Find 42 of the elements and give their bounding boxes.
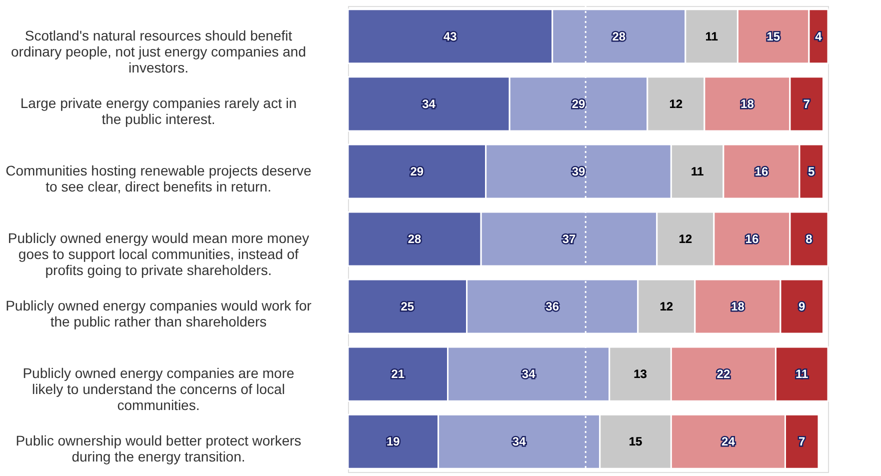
data-label: 19 bbox=[386, 434, 400, 449]
data-label: 28 bbox=[612, 29, 626, 44]
data-label: 25 bbox=[400, 300, 414, 314]
data-label: 16 bbox=[745, 232, 759, 246]
data-label: 16 bbox=[754, 164, 768, 178]
data-label: 5 bbox=[808, 164, 816, 178]
data-label: 36 bbox=[546, 300, 560, 314]
data-label: 11 bbox=[796, 367, 809, 382]
data-label: 18 bbox=[740, 96, 754, 111]
data-label: 29 bbox=[572, 96, 586, 111]
data-label: 12 bbox=[678, 232, 692, 246]
data-label: 4 bbox=[815, 29, 822, 44]
data-label: 24 bbox=[722, 434, 736, 449]
y-tick-label: Publicly owned energy companies are more likely to understand the concerns of local communities. bbox=[22, 365, 294, 414]
data-label: 34 bbox=[522, 367, 536, 382]
data-label: 8 bbox=[806, 232, 813, 246]
y-tick-label: Scotland's natural resources should benefit ordinary people, not just energy companies and investors. bbox=[11, 27, 306, 76]
data-label: 12 bbox=[669, 96, 683, 111]
data-label: 7 bbox=[798, 434, 806, 449]
data-label: 18 bbox=[731, 300, 745, 314]
data-label: 12 bbox=[660, 300, 674, 314]
data-label: 43 bbox=[444, 29, 458, 44]
y-tick-label: Publicly owned energy companies would work for the public rather than shareholders bbox=[6, 298, 312, 330]
data-label: 9 bbox=[798, 300, 806, 314]
data-label: 28 bbox=[408, 232, 422, 246]
y-tick-label: Communities hosting renewable projects deserve to see clear, direct benefits in return. bbox=[6, 162, 312, 194]
y-tick-label: Large private energy companies rarely act in the public interest. bbox=[20, 94, 297, 127]
data-label: 11 bbox=[705, 29, 718, 44]
data-label: 13 bbox=[634, 367, 648, 382]
data-label: 11 bbox=[690, 164, 704, 178]
data-label: 34 bbox=[512, 434, 526, 449]
data-label: 37 bbox=[562, 232, 576, 246]
data-label: 21 bbox=[391, 367, 405, 382]
data-label: 29 bbox=[410, 164, 424, 178]
data-label: 7 bbox=[803, 96, 810, 111]
y-tick-label: Publicly owned energy would mean more money goes to support local communities, instead of profits going to private shareholders. bbox=[8, 230, 310, 278]
data-label: 15 bbox=[766, 29, 780, 44]
data-label: 15 bbox=[628, 434, 643, 449]
data-label: 22 bbox=[716, 367, 730, 382]
data-label: 34 bbox=[422, 96, 436, 111]
y-tick-label: Public ownership would better protect workers during the energy transition. bbox=[16, 432, 302, 465]
data-label: 39 bbox=[572, 164, 586, 178]
